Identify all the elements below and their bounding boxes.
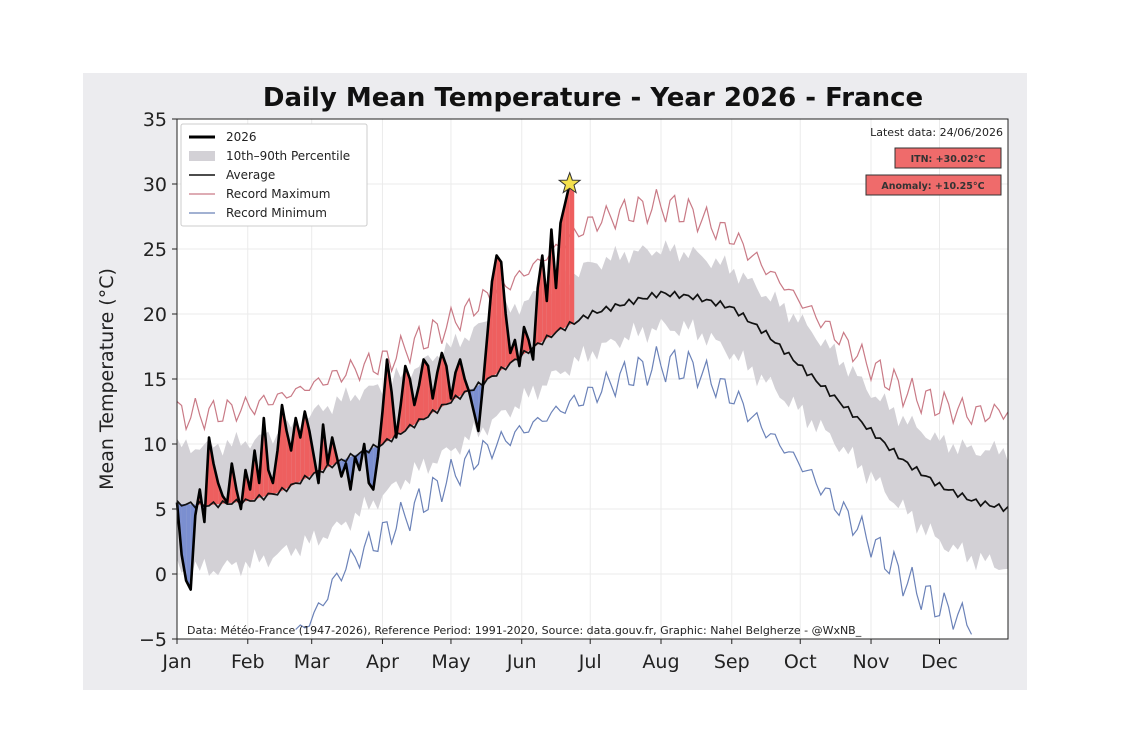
x-tick-label: Jan: [161, 651, 191, 673]
legend-label-record-min: Record Minimum: [226, 206, 327, 220]
anomaly-below-fill: [368, 447, 374, 490]
anomaly-above-fill: [286, 431, 292, 489]
x-tick-label: Apr: [366, 651, 399, 673]
anomaly-above-fill: [437, 353, 442, 410]
percentile-band: [177, 240, 1008, 581]
peak-star-marker: [557, 171, 582, 194]
chart-title: Daily Mean Temperature - Year 2026 - Fra…: [263, 83, 923, 113]
x-tick-label: Oct: [784, 651, 817, 673]
y-tick-label: 0: [155, 564, 167, 586]
anomaly-below-fill: [186, 504, 191, 590]
record-max-line: [176, 189, 1009, 432]
anomaly-above-fill: [520, 327, 525, 357]
series-2026-line: [175, 182, 575, 591]
anomaly-above-fill: [537, 255, 543, 345]
y-tick-label: −5: [139, 629, 167, 651]
anomaly-above-fill: [300, 411, 305, 482]
anomaly-below-fill: [181, 503, 187, 581]
anomaly-above-fill: [405, 366, 410, 431]
anomaly-above-fill: [496, 255, 502, 374]
anomaly-above-fill: [560, 203, 566, 330]
y-tick-label: 5: [155, 499, 167, 521]
source-credit: Data: Météo-France (1947-2026), Referenc…: [187, 624, 862, 637]
anomaly-above-fill: [492, 255, 497, 377]
x-tick-label: Aug: [642, 651, 679, 673]
x-tick-label: Jul: [578, 651, 602, 673]
legend-label-percentile: 10th–90th Percentile: [226, 149, 350, 163]
anomaly-above-fill: [208, 437, 214, 506]
y-axis: −5 0 5 10 15 20 25 30 35: [139, 109, 177, 651]
y-tick-label: 20: [143, 304, 167, 326]
anomaly-above-fill: [565, 183, 570, 328]
anomaly-above-fill: [569, 183, 575, 325]
x-axis: Jan Feb Mar Apr May Jun Jul Aug Sep Oct Nov Dec: [161, 639, 958, 673]
anomaly-above-fill: [418, 359, 424, 422]
x-tick-label: May: [431, 651, 470, 673]
legend: 2026 10th–90th Percentile Average Record…: [180, 123, 368, 227]
plot-frame: [176, 118, 1009, 640]
y-tick-label: 10: [143, 434, 167, 456]
legend-label-record-max: Record Maximum: [226, 187, 330, 201]
x-tick-label: Sep: [714, 651, 750, 673]
anomaly-badge: [865, 174, 1002, 196]
anomaly-badge-text: Anomaly: +10.25°C: [881, 181, 984, 192]
x-tick-label: Dec: [921, 651, 958, 673]
x-tick-label: Feb: [231, 651, 265, 673]
anomaly-below-fill: [473, 385, 479, 431]
itn-badge-text: ITN: +30.02°C: [911, 154, 986, 165]
legend-box: [180, 123, 368, 227]
y-tick-label: 15: [143, 369, 167, 391]
anomaly-above-fill: [455, 359, 461, 399]
x-tick-label: Nov: [852, 651, 889, 673]
x-tick-label: Jun: [506, 651, 537, 673]
chart-canvas: Daily Mean Temperature - Year 2026 - Fra…: [96, 83, 1009, 673]
record-min-line: [295, 346, 973, 635]
legend-label-2026: 2026: [226, 130, 257, 144]
chart-figure: Daily Mean Temperature - Year 2026 - Fra…: [83, 73, 1027, 690]
x-tick-label: Mar: [294, 651, 330, 673]
y-tick-label: 30: [143, 174, 167, 196]
data-layer: [175, 171, 1009, 635]
y-tick-label: 35: [143, 109, 167, 131]
anomaly-above-fill: [387, 359, 392, 442]
itn-badge: [894, 147, 1002, 169]
latest-data-label: Latest data: 24/06/2026: [870, 126, 1003, 139]
legend-swatch-percentile: [189, 151, 215, 161]
y-axis-label: Mean Temperature (°C): [96, 268, 118, 490]
anomaly-above-fill: [423, 359, 429, 419]
y-tick-label: 25: [143, 239, 167, 261]
legend-label-average: Average: [226, 168, 275, 182]
